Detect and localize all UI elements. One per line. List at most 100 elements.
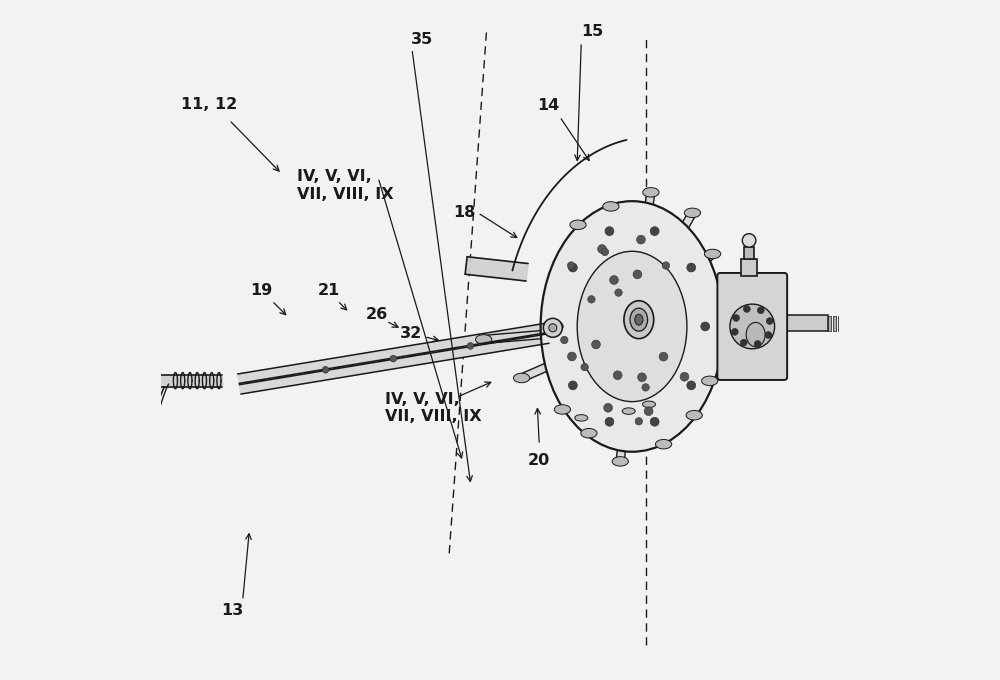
Ellipse shape [630, 308, 648, 331]
Text: 15: 15 [582, 24, 604, 39]
Polygon shape [630, 192, 655, 303]
Polygon shape [465, 257, 528, 281]
Polygon shape [483, 324, 616, 343]
Circle shape [765, 332, 772, 339]
Ellipse shape [603, 202, 619, 211]
Circle shape [543, 318, 562, 337]
Circle shape [635, 418, 643, 425]
Bar [744, 247, 754, 258]
Circle shape [568, 352, 576, 361]
Circle shape [650, 418, 659, 426]
Ellipse shape [476, 335, 492, 344]
Circle shape [567, 262, 575, 269]
Circle shape [740, 339, 747, 346]
Circle shape [731, 328, 738, 335]
Bar [833, 316, 836, 330]
Circle shape [588, 296, 595, 303]
Ellipse shape [643, 188, 659, 197]
Circle shape [754, 341, 761, 347]
Polygon shape [616, 350, 635, 462]
Text: 21: 21 [318, 283, 340, 298]
Text: 11, 12: 11, 12 [181, 97, 237, 112]
Circle shape [322, 367, 329, 373]
Ellipse shape [612, 457, 628, 466]
Bar [843, 316, 845, 330]
Text: 14: 14 [538, 97, 560, 112]
Polygon shape [644, 337, 712, 384]
Circle shape [555, 322, 563, 331]
Circle shape [598, 245, 606, 254]
Ellipse shape [554, 405, 571, 414]
Ellipse shape [622, 408, 635, 414]
Circle shape [605, 418, 614, 426]
Ellipse shape [581, 428, 597, 438]
Bar [838, 316, 841, 330]
Circle shape [642, 384, 649, 391]
Text: 26: 26 [366, 307, 388, 322]
Ellipse shape [635, 314, 643, 325]
Polygon shape [585, 347, 629, 435]
Circle shape [467, 343, 474, 350]
Circle shape [680, 373, 689, 381]
Polygon shape [617, 328, 654, 406]
Circle shape [561, 337, 568, 343]
Circle shape [390, 355, 397, 362]
Circle shape [581, 363, 588, 371]
Polygon shape [239, 333, 549, 394]
Ellipse shape [624, 301, 654, 339]
Circle shape [733, 315, 739, 322]
Circle shape [662, 262, 670, 269]
Circle shape [701, 322, 710, 331]
Circle shape [568, 263, 577, 272]
Polygon shape [638, 343, 698, 418]
Bar [828, 316, 831, 330]
Bar [741, 258, 757, 275]
Polygon shape [633, 348, 668, 445]
Ellipse shape [642, 401, 655, 407]
Text: 19: 19 [250, 283, 273, 298]
Circle shape [637, 235, 645, 244]
Text: 32: 32 [399, 326, 422, 341]
Circle shape [687, 263, 696, 272]
Circle shape [687, 381, 696, 390]
Polygon shape [520, 333, 618, 381]
Polygon shape [238, 323, 548, 385]
Circle shape [659, 352, 668, 361]
Polygon shape [559, 342, 624, 412]
FancyBboxPatch shape [717, 273, 787, 380]
Circle shape [604, 403, 612, 412]
Polygon shape [607, 206, 633, 304]
Polygon shape [574, 223, 628, 307]
Circle shape [610, 275, 618, 284]
Circle shape [766, 318, 773, 324]
Text: IV, V, VI,
VII, VIII, IX: IV, V, VI, VII, VIII, IX [297, 169, 393, 202]
Circle shape [615, 289, 622, 296]
Ellipse shape [513, 373, 530, 383]
Ellipse shape [684, 208, 701, 218]
Polygon shape [636, 211, 696, 307]
Polygon shape [642, 251, 715, 313]
Circle shape [568, 381, 577, 390]
Text: 13: 13 [221, 603, 244, 618]
Ellipse shape [655, 439, 672, 449]
Ellipse shape [686, 411, 702, 420]
Ellipse shape [746, 322, 765, 347]
Circle shape [650, 226, 659, 235]
Ellipse shape [702, 376, 718, 386]
Ellipse shape [577, 252, 687, 402]
Circle shape [592, 340, 600, 349]
Ellipse shape [570, 220, 586, 230]
Polygon shape [610, 329, 634, 412]
Ellipse shape [704, 249, 721, 258]
Circle shape [605, 226, 614, 235]
Ellipse shape [541, 201, 723, 452]
Bar [784, 315, 828, 331]
Ellipse shape [730, 304, 775, 349]
Circle shape [742, 234, 756, 248]
Text: IV, V, VI,
VII, VIII, IX: IV, V, VI, VII, VIII, IX [385, 392, 481, 424]
Circle shape [644, 407, 653, 415]
Circle shape [757, 307, 764, 313]
Text: 35: 35 [411, 32, 433, 47]
Circle shape [601, 248, 609, 256]
Polygon shape [161, 375, 222, 387]
